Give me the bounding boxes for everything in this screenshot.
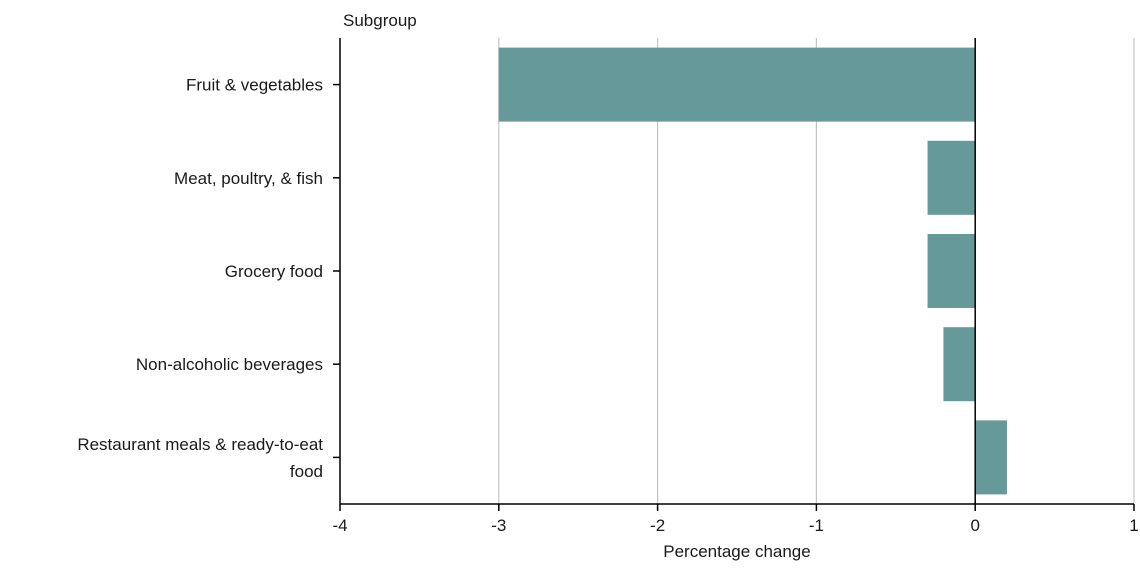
category-label: Grocery food	[225, 262, 323, 281]
bar	[498, 47, 976, 122]
x-tick-label: -3	[491, 516, 506, 535]
x-tick-label: -4	[332, 516, 347, 535]
x-tick-label: 0	[970, 516, 979, 535]
category-label: Non-alcoholic beverages	[136, 355, 323, 374]
category-labels: Fruit & vegetables Meat, poultry, & fish G…	[77, 76, 323, 481]
x-tick-label: 1	[1129, 516, 1138, 535]
x-tick-label: -2	[650, 516, 665, 535]
bar	[927, 140, 976, 215]
category-label: Fruit & vegetables	[186, 76, 323, 95]
bar	[927, 234, 976, 308]
x-axis-title: Percentage change	[663, 542, 810, 561]
ticks: -4 -3 -2 -1 0 1	[332, 83, 1139, 535]
category-axis-title: Subgroup	[343, 11, 417, 30]
bars	[498, 47, 1007, 495]
category-label: food	[290, 462, 323, 481]
bar	[975, 420, 1007, 495]
category-label: Meat, poultry, & fish	[174, 169, 323, 188]
bar	[943, 327, 976, 402]
x-tick-label: -1	[809, 516, 824, 535]
category-label: Restaurant meals & ready-to-eat	[77, 435, 323, 454]
